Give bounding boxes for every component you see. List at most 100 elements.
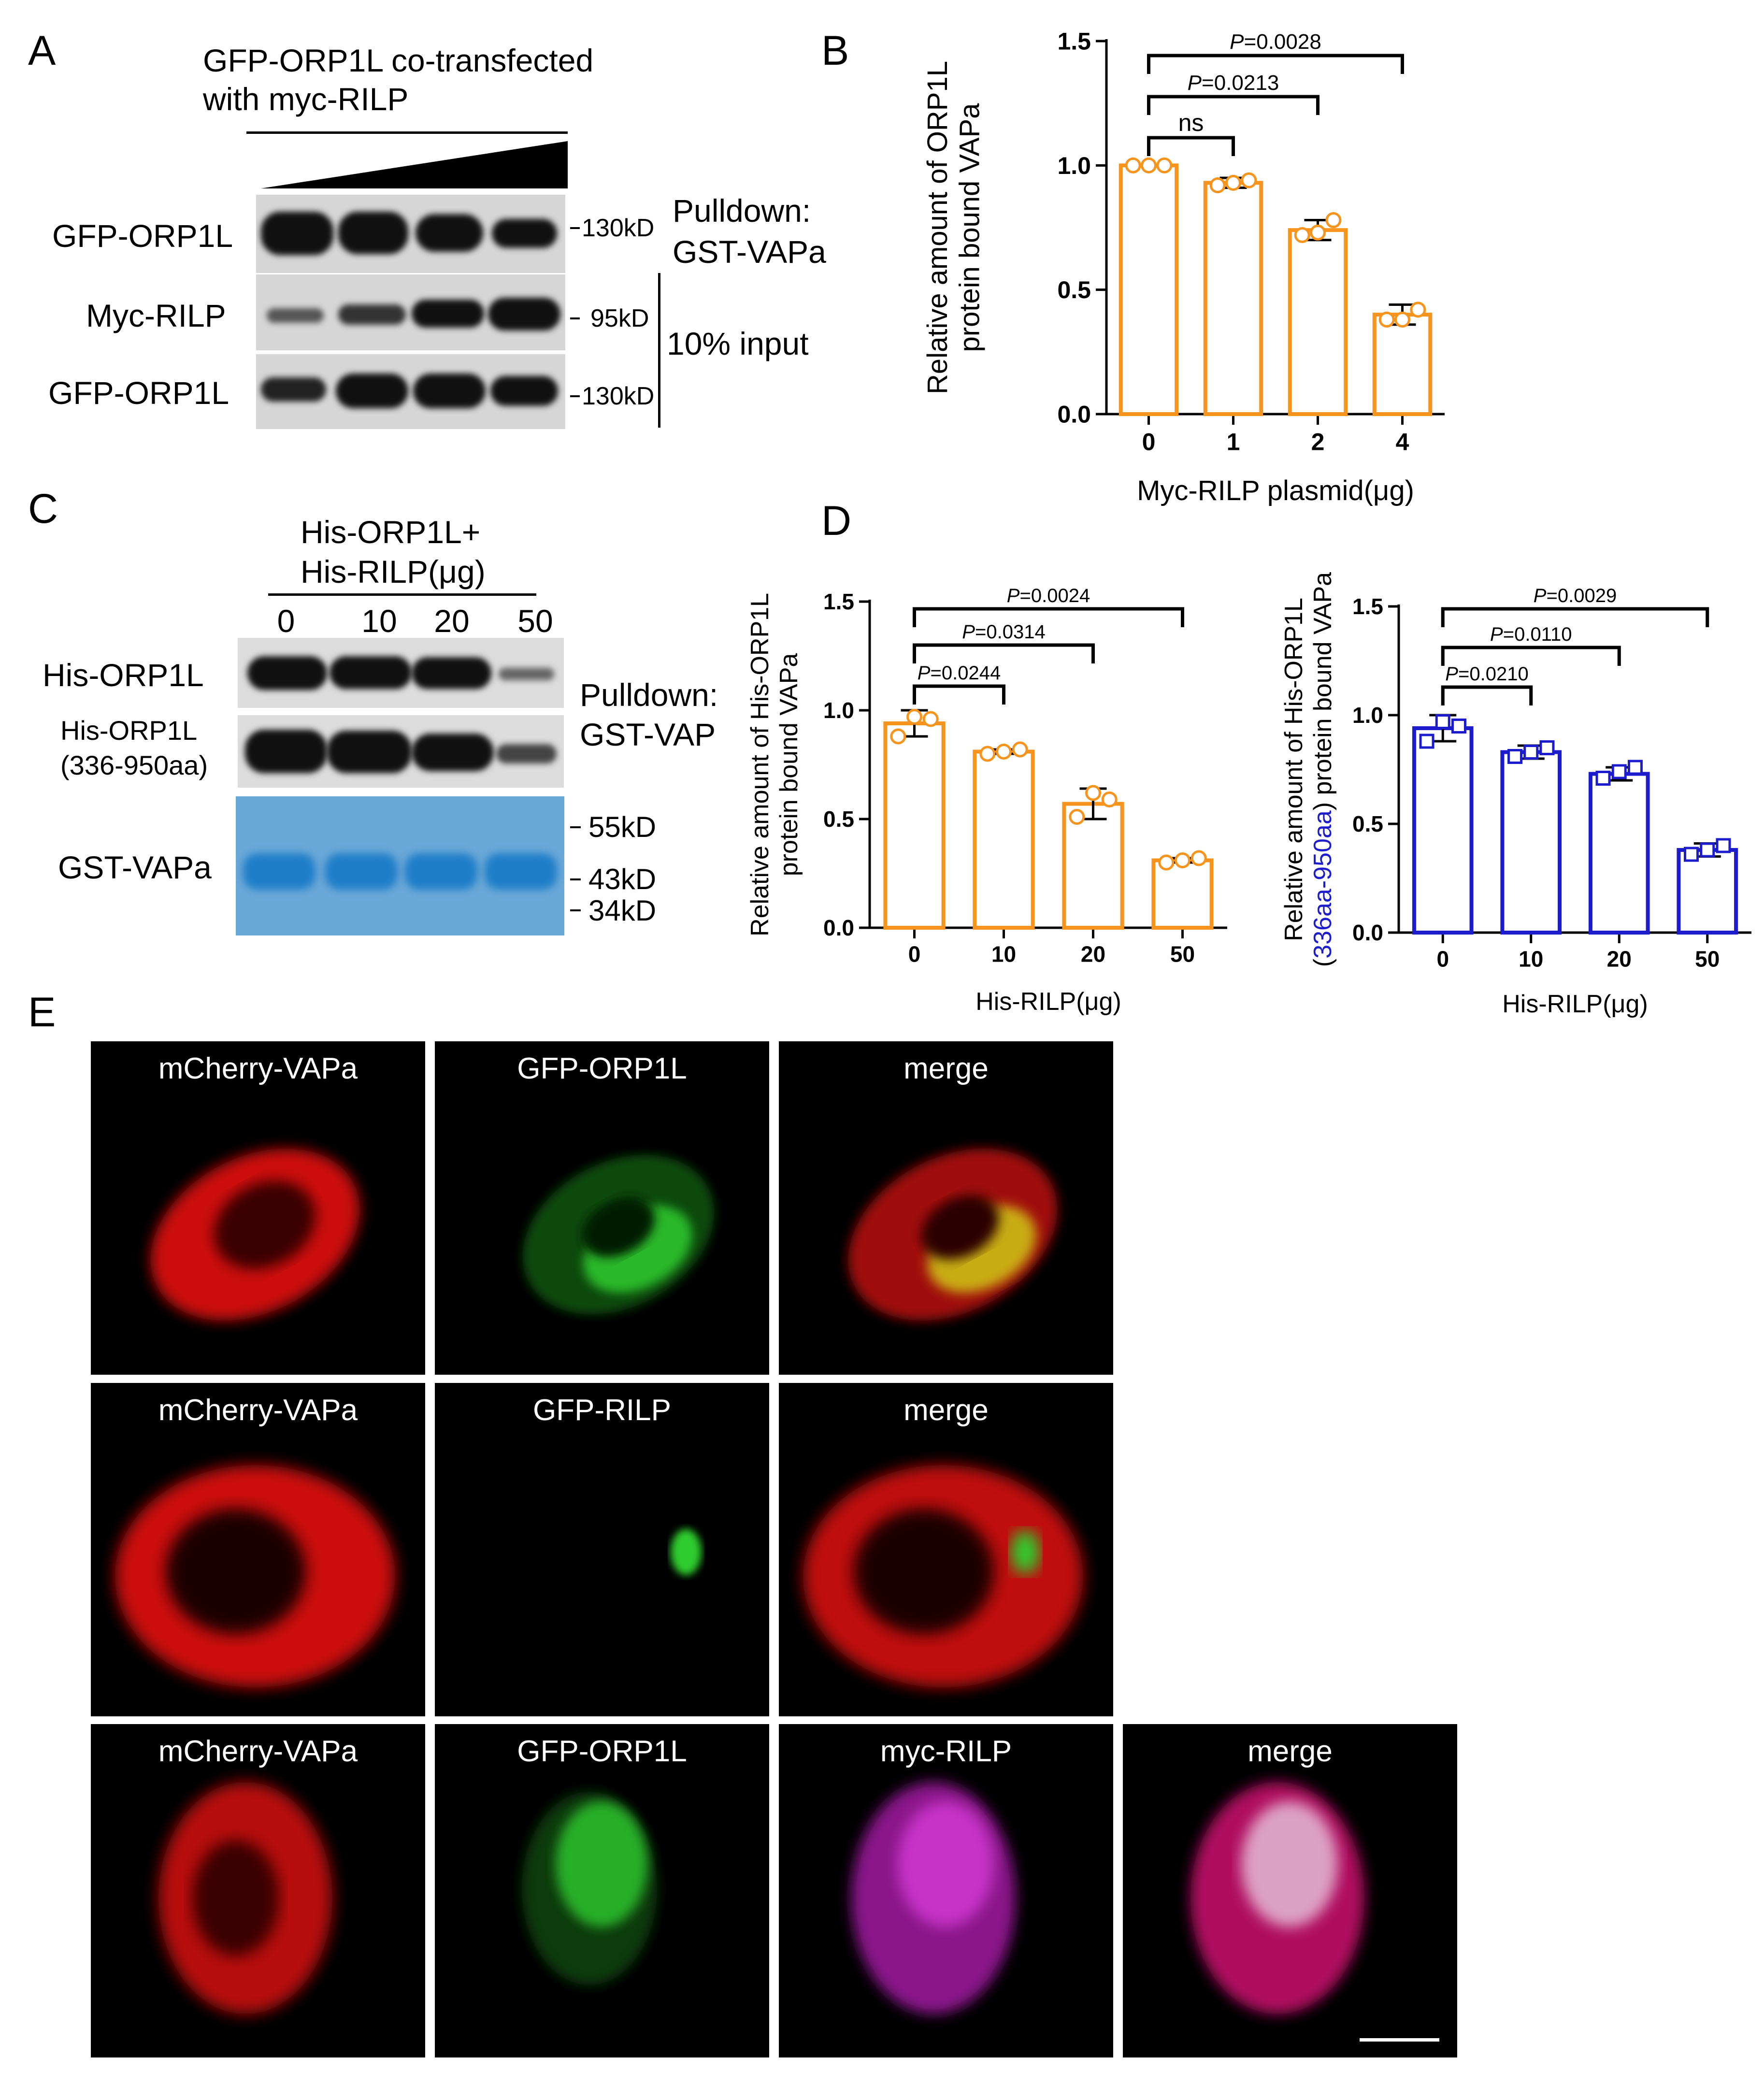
- panel-c-header: His-ORP1L+: [301, 514, 481, 550]
- y-tick-label: 1.5: [823, 589, 854, 614]
- marker-130kd-input: 130kD: [582, 382, 655, 410]
- bar: [1151, 858, 1214, 930]
- y-tick-label: 0.5: [1352, 811, 1383, 836]
- pulldown-target-c: GST-VAP: [580, 717, 716, 752]
- data-point: [1085, 785, 1101, 801]
- data-point: [1539, 740, 1555, 755]
- marker-130kd: 130kD: [582, 214, 655, 242]
- bar: [1372, 313, 1433, 417]
- x-tick-label: 20: [1607, 946, 1632, 971]
- significance-label: P=0.0110: [1490, 624, 1572, 645]
- marker-34kd: 34kD: [588, 894, 657, 927]
- significance-label: P=0.0210: [1445, 663, 1528, 685]
- blot-a-row3: [256, 354, 565, 429]
- micrograph-caption: GFP-RILP: [533, 1394, 671, 1427]
- panel-letter-a: A: [28, 28, 56, 74]
- significance-bracket: [1441, 646, 1621, 666]
- y-axis-label-line2: protein bound VAPa: [954, 103, 986, 352]
- data-point: [1435, 714, 1450, 729]
- y-tick-label: 1.0: [1352, 703, 1383, 728]
- data-point: [1125, 157, 1141, 173]
- lane-label: 20: [434, 603, 470, 639]
- micrograph-gfp-orp1l-r3: GFP-ORP1L: [435, 1724, 769, 2057]
- significance-bracket: [913, 684, 1005, 705]
- bar: [883, 721, 946, 930]
- marker-55kd: 55kD: [588, 811, 657, 843]
- data-point: [1611, 764, 1627, 779]
- panel-a-header-2: with myc-RILP: [203, 81, 409, 117]
- chart-svg: 0.0 0.5 1.0 1.5 0 10 20 50 P=0.0210 P=0.0110 P=0.0…: [1280, 572, 1751, 1018]
- bar: [1203, 181, 1263, 416]
- pulldown-target-a: GST-VAPa: [673, 234, 826, 270]
- micrograph-caption: mCherry-VAPa: [158, 1052, 358, 1085]
- marker-95kd: 95kD: [590, 304, 649, 332]
- micrograph-caption: merge: [904, 1052, 989, 1085]
- y-tick-label: 1.0: [823, 698, 854, 723]
- data-point: [1716, 838, 1731, 853]
- scale-bar: [1360, 2038, 1439, 2042]
- pulldown-label-c: Pulldown:: [580, 677, 718, 713]
- data-point: [1378, 311, 1395, 328]
- data-point: [1507, 749, 1523, 764]
- data-point: [922, 711, 939, 727]
- y-tick-label: 0.5: [1057, 276, 1091, 303]
- chart-d2: 0.0 0.5 1.0 1.5 0 10 20 50 P=0.0210 P=0.0110 P=0.0…: [1280, 546, 1756, 1022]
- lane-label: 10: [361, 603, 397, 639]
- y-tick-label: 0.5: [823, 806, 854, 832]
- pulldown-label-a: Pulldown:: [673, 193, 811, 229]
- data-point: [1209, 177, 1226, 194]
- x-axis-label: His-RILP(μg): [1502, 990, 1648, 1018]
- x-tick-label: 20: [1081, 941, 1105, 966]
- significance-label: P=0.0024: [1007, 585, 1090, 606]
- blot-c-row2-label-2: (336-950aa): [60, 750, 208, 780]
- micrograph-caption: mCherry-VAPa: [158, 1735, 358, 1768]
- micrograph-gfp-rilp: GFP-RILP: [435, 1383, 769, 1716]
- significance-bracket: [1147, 95, 1319, 115]
- input-label: 10% input: [667, 326, 809, 361]
- significance-label: P=0.0029: [1534, 585, 1617, 606]
- significance-bracket: [1147, 136, 1235, 156]
- data-point: [1410, 302, 1426, 318]
- data-point: [1451, 719, 1466, 734]
- blot-a-row2: [256, 274, 565, 350]
- micrograph-caption: GFP-ORP1L: [517, 1735, 687, 1768]
- micrograph-caption: merge: [1248, 1735, 1333, 1768]
- blot-c-row2: [238, 715, 564, 788]
- data-point: [996, 744, 1012, 760]
- significance-bracket: [1441, 607, 1709, 627]
- y-axis-label: Relative amount of His-ORP1L(336aa-950aa…: [1280, 572, 1337, 967]
- data-point: [1225, 174, 1241, 191]
- x-tick-label: 10: [1519, 946, 1543, 971]
- y-axis-label-line1: Relative amount of ORP1L: [922, 61, 953, 394]
- significance-bracket: [913, 607, 1184, 627]
- x-tick-label: 50: [1695, 946, 1720, 971]
- panel-letter-c: C: [28, 486, 58, 532]
- data-point: [1241, 172, 1257, 188]
- micrograph-merge-r2: merge: [779, 1383, 1113, 1716]
- x-tick-label: 10: [991, 941, 1016, 966]
- y-tick-label: 1.0: [1057, 152, 1091, 179]
- significance-bracket: [1441, 685, 1533, 705]
- panel-letter-e: E: [28, 989, 56, 1036]
- input-bracket: [658, 273, 660, 428]
- panel-c-header-line: [268, 593, 536, 596]
- significance-label: P=0.0244: [918, 662, 1001, 684]
- micrograph-mcherry-vapa-r3: mCherry-VAPa: [91, 1724, 425, 2057]
- gel-c-row3: [236, 796, 564, 935]
- micrograph-mcherry-vapa-r2: mCherry-VAPa: [91, 1383, 425, 1716]
- panel-letter-b: B: [821, 28, 849, 74]
- micrograph-merge-r1: merge: [779, 1041, 1113, 1375]
- y-tick-label: 0.0: [823, 915, 854, 940]
- data-point: [1394, 311, 1410, 328]
- bar: [1412, 726, 1474, 935]
- y-axis-label-line2: protein bound VAPa: [775, 653, 803, 877]
- data-point: [1141, 157, 1157, 173]
- micrograph-merge-r3: merge: [1123, 1724, 1457, 2057]
- y-axis-label-line1: Relative amount of His-ORP1L: [1283, 598, 1308, 941]
- data-point: [1069, 809, 1085, 825]
- x-tick-label: 2: [1311, 429, 1325, 456]
- bar: [1588, 772, 1650, 935]
- data-point: [1700, 842, 1715, 858]
- y-tick-label: 0.0: [1352, 920, 1383, 945]
- significance-label: P=0.0314: [962, 621, 1045, 643]
